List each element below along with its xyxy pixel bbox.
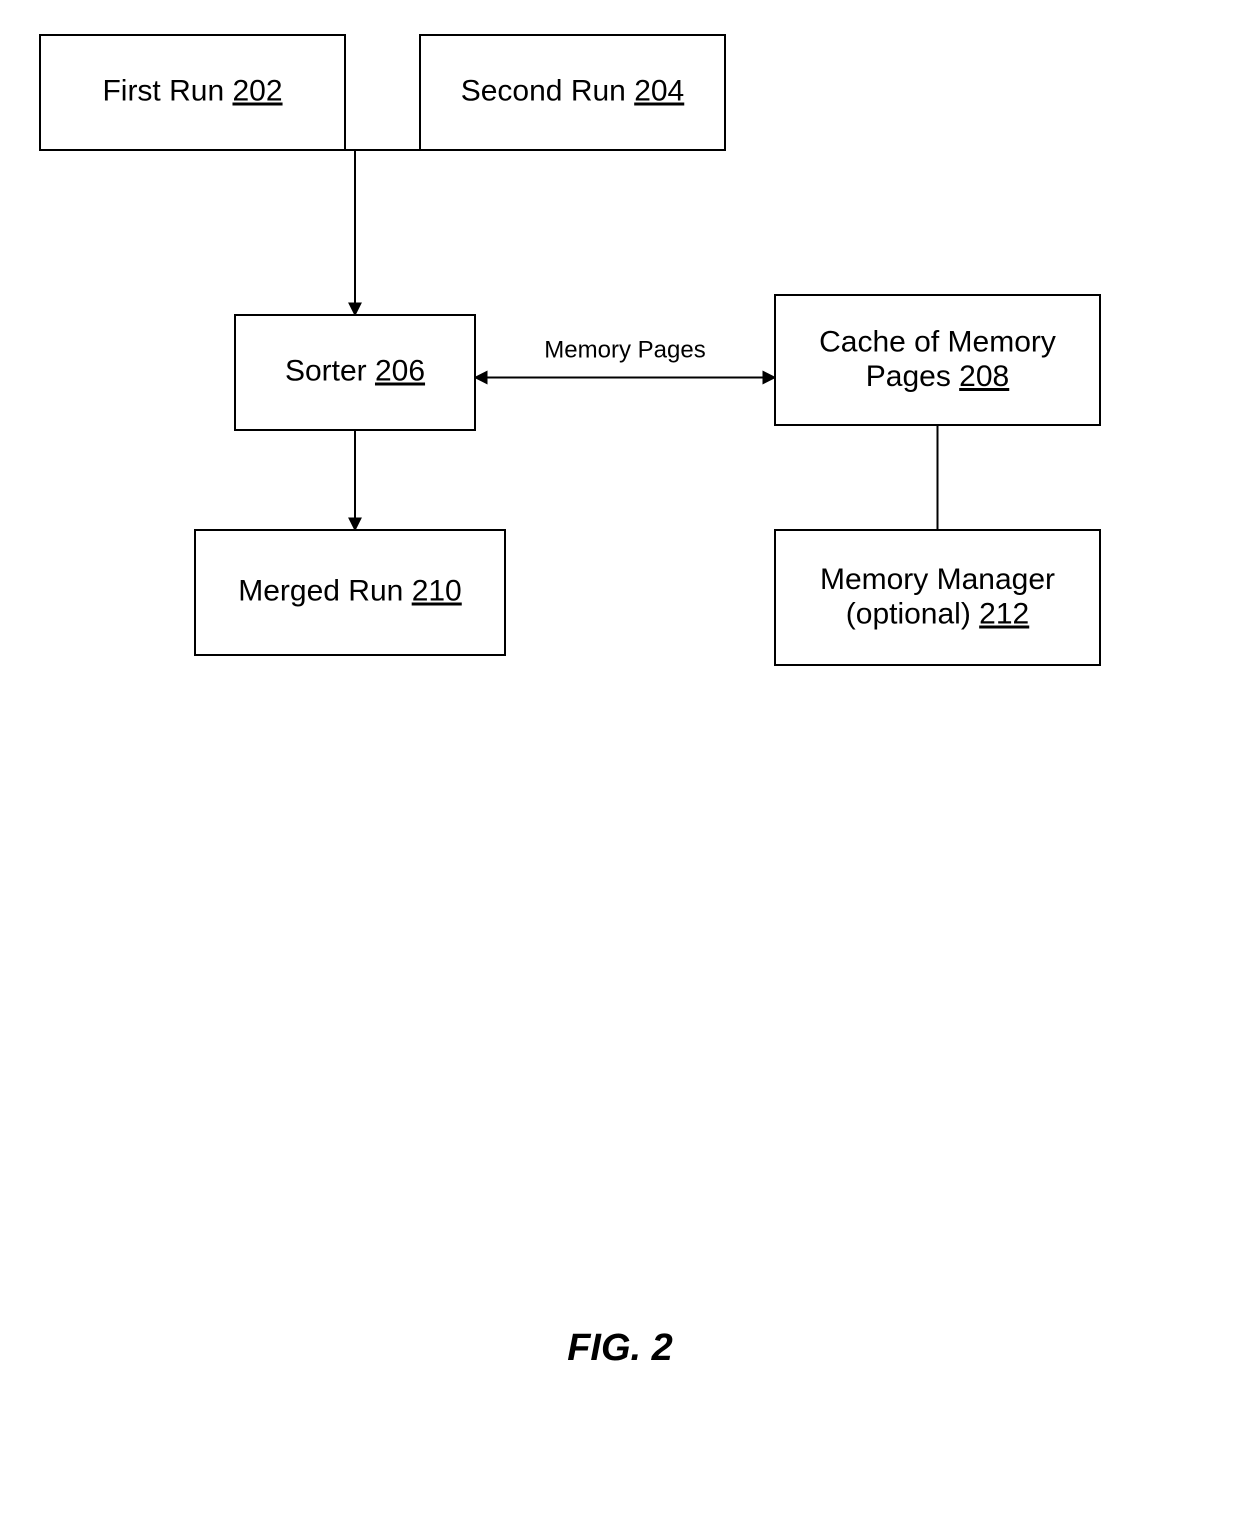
node-second_run: Second Run 204 — [420, 35, 725, 150]
node-label-line2: (optional) 212 — [846, 597, 1029, 630]
node-sorter: Sorter 206 — [235, 315, 475, 430]
node-label: Memory Manager — [820, 563, 1055, 596]
node-first_run: First Run 202 — [40, 35, 345, 150]
node-label: Second Run 204 — [461, 74, 685, 107]
node-label: First Run 202 — [102, 74, 282, 107]
node-label: Sorter 206 — [285, 354, 425, 387]
node-label: Cache of Memory — [819, 325, 1056, 358]
figure-caption: FIG. 2 — [567, 1327, 673, 1369]
edge-label-memory-pages: Memory Pages — [544, 337, 705, 364]
node-label-line2: Pages 208 — [866, 360, 1009, 393]
node-merged: Merged Run 210 — [195, 530, 505, 655]
node-label: Merged Run 210 — [238, 574, 462, 607]
node-cache: Cache of MemoryPages 208 — [775, 295, 1100, 425]
node-mgr: Memory Manager(optional) 212 — [775, 530, 1100, 665]
